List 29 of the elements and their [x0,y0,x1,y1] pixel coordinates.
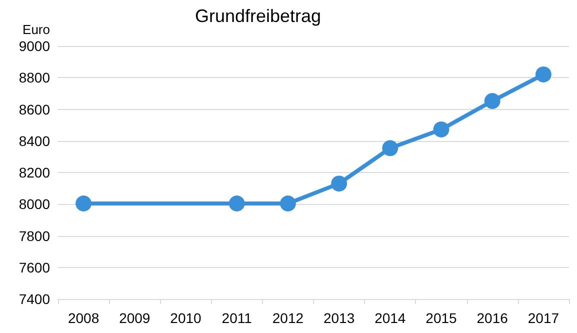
y-tick-label: 7800 [18,228,50,244]
y-tick-label: 7600 [18,259,50,276]
point [76,195,92,212]
point [382,140,398,156]
point [280,195,296,212]
y-tick-label: 7400 [18,291,50,307]
point [228,195,245,212]
point [484,93,500,110]
y-tick-label: 8200 [18,164,50,180]
x-tick-label: 2008 [68,310,100,326]
x-tick-label: 2013 [323,310,355,326]
y-tick-label: 8800 [18,70,50,86]
y-tick-label: 8400 [18,132,50,149]
point [535,66,552,82]
x-tick-label: 2011 [222,310,252,326]
point [433,121,450,138]
point [331,176,348,192]
y-tick-label: 8600 [18,101,50,118]
x-tick-label: 2015 [426,310,458,326]
y-tick-label: 9000 [18,38,50,54]
y-axis-title: Euro [22,22,50,37]
x-tick-label: 2016 [476,310,508,326]
x-tick-label: 2014 [374,310,406,326]
x-tick-label: 2012 [272,310,304,326]
y-tick-label: 8000 [18,196,50,212]
x-tick-label: 2009 [119,310,150,326]
x-tick-label: 2010 [170,310,202,326]
x-tick-label: 2017 [528,310,560,326]
chart-title: Grundfreibetrag [195,6,322,26]
